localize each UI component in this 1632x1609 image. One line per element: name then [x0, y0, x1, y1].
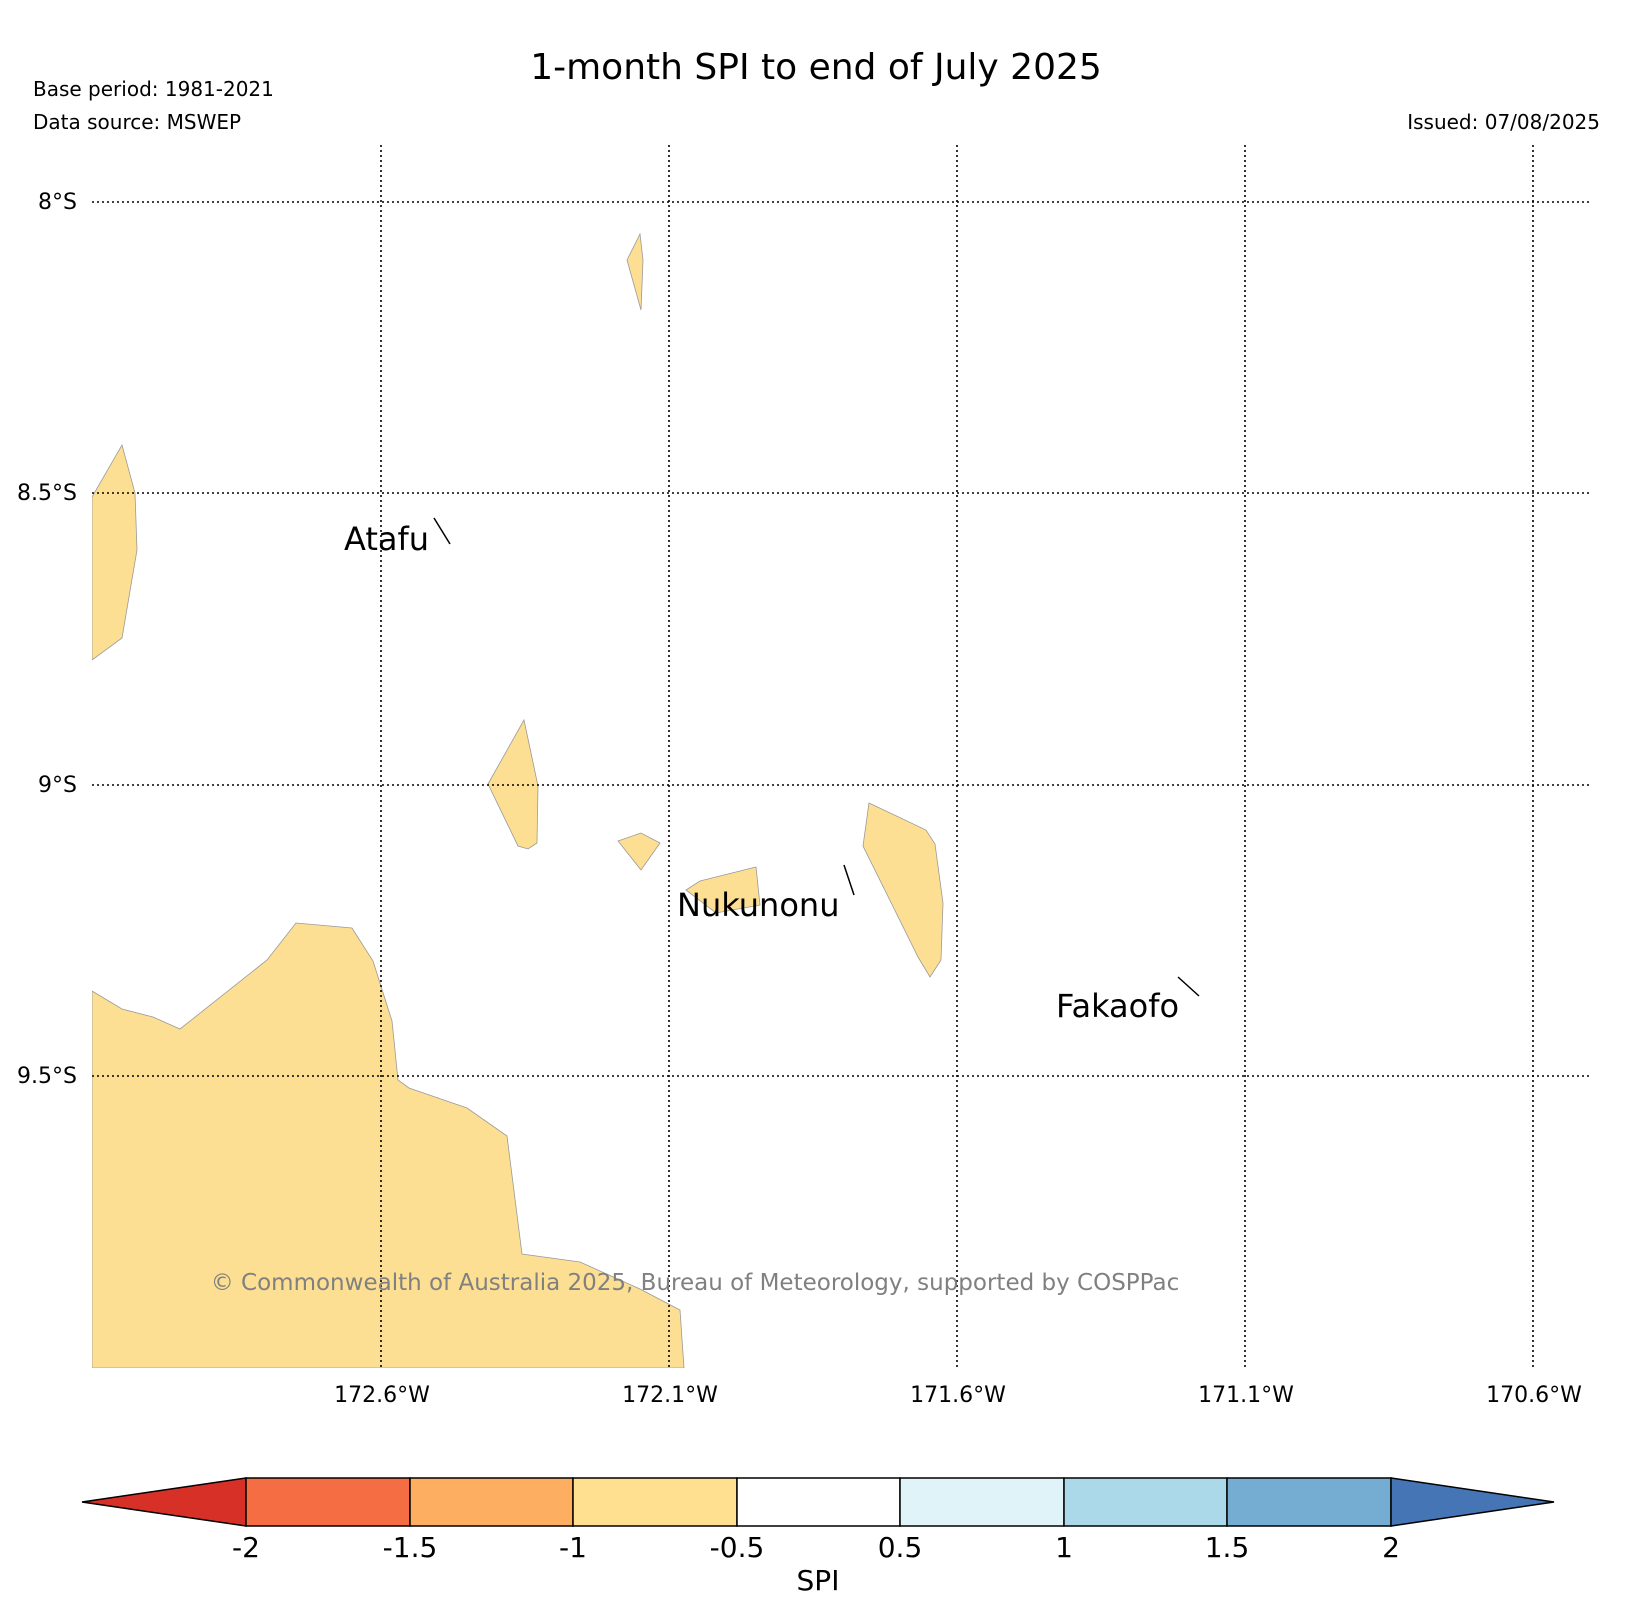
spi-region-west-strip: [92, 443, 138, 661]
nukunonu-leader-line: [843, 864, 855, 896]
place-fakaofo: Fakaofo: [1056, 976, 1200, 1025]
colorbar-tick-2: 2: [1382, 1531, 1400, 1564]
spi-region-north-island: [626, 232, 644, 311]
data-source: Data source: MSWEP: [33, 110, 241, 134]
colorbar-label: SPI: [797, 1564, 840, 1597]
fakaofo-label: Fakaofo: [1056, 987, 1179, 1025]
place-nukunonu: Nukunonu: [677, 864, 855, 924]
lon-label-171-6w: 171.6°W: [910, 1383, 1006, 1408]
colorbar-segment-6: [1063, 1477, 1228, 1527]
atafu-label: Atafu: [344, 520, 429, 558]
colorbar-segment-5: [899, 1477, 1065, 1527]
colorbar-segment-2: [409, 1477, 574, 1527]
nukunonu-label: Nukunonu: [677, 886, 839, 924]
atafu-leader-line: [433, 517, 451, 545]
gridlines: [92, 145, 1590, 1368]
fakaofo-leader-line: [1177, 976, 1200, 997]
lat-label-8s: 8°S: [38, 190, 77, 215]
map-title: 1-month SPI to end of July 2025: [530, 47, 1102, 88]
place-atafu: Atafu: [344, 517, 451, 558]
spi-region-east: [862, 802, 944, 978]
base-period: Base period: 1981-2021: [33, 77, 274, 101]
colorbar-tick-1-5: 1.5: [1205, 1531, 1250, 1564]
copyright-notice: © Commonwealth of Australia 2025, Bureau…: [211, 1270, 1180, 1296]
spi-region-southwest: [92, 922, 685, 1368]
spi-fill-regions: [92, 232, 944, 1368]
map-area: 8°S 8.5°S 9°S 9.5°S 172.6°W 172.1°W 171.…: [17, 145, 1590, 1408]
colorbar-tick-minus-0-5: -0.5: [710, 1531, 765, 1564]
colorbar-tick-minus-1-5: -1.5: [383, 1531, 438, 1564]
colorbar-tick-0-5: 0.5: [878, 1531, 923, 1564]
colorbar-tick-minus-1: -1: [559, 1531, 587, 1564]
colorbar-tick-1: 1: [1055, 1531, 1073, 1564]
colorbar-over-arrow: [1390, 1477, 1555, 1527]
lon-label-171-1w: 171.1°W: [1198, 1383, 1294, 1408]
issued-date: Issued: 07/08/2025: [1407, 110, 1600, 134]
colorbar-segment-3: [572, 1477, 738, 1527]
colorbar-segment-1: [245, 1477, 411, 1527]
lat-label-9s: 9°S: [38, 773, 77, 798]
lon-label-172-6w: 172.6°W: [334, 1383, 430, 1408]
spi-region-small: [617, 832, 661, 871]
colorbar-under-arrow: [81, 1477, 247, 1527]
colorbar-tick-minus-2: -2: [232, 1531, 260, 1564]
lat-label-8-5s: 8.5°S: [17, 481, 77, 506]
colorbar-segment-7: [1226, 1477, 1392, 1527]
lon-label-172-1w: 172.1°W: [622, 1383, 718, 1408]
colorbar-segment-4: [736, 1477, 901, 1527]
lat-label-9-5s: 9.5°S: [17, 1064, 77, 1089]
colorbar: -2 -1.5 -1 -0.5 0.5 1 1.5 2 SPI: [81, 1477, 1555, 1597]
spi-region-nukunonu: [685, 866, 761, 914]
lon-label-170-6w: 170.6°W: [1486, 1383, 1582, 1408]
